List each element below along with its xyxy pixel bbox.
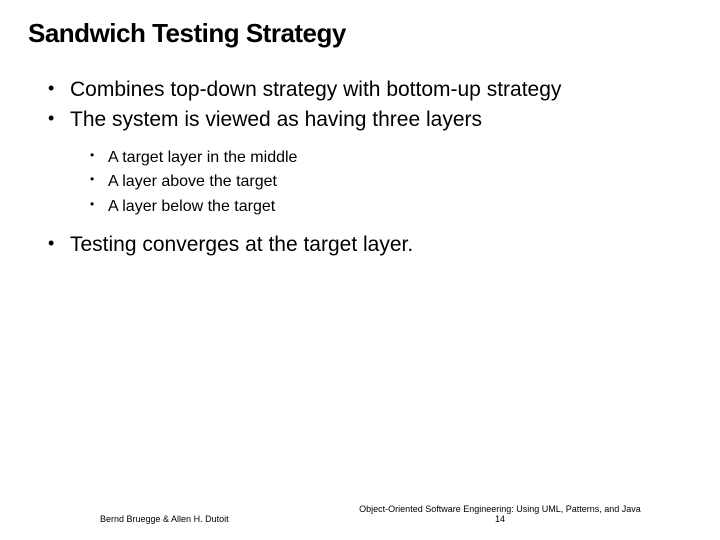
- bullet-text: Combines top-down strategy with bottom-u…: [70, 78, 561, 101]
- sub-bullet-item: A layer above the target: [90, 170, 692, 195]
- footer-authors: Bernd Bruegge & Allen H. Dutoit: [100, 514, 229, 524]
- sub-bullet-text: A target layer in the middle: [108, 149, 297, 166]
- bullet-item: The system is viewed as having three lay…: [48, 107, 692, 220]
- slide-title: Sandwich Testing Strategy: [28, 18, 692, 49]
- bullet-text: Testing converges at the target layer.: [70, 233, 413, 256]
- footer-book-wrap: Object-Oriented Software Engineering: Us…: [340, 504, 660, 524]
- bullet-item: Testing converges at the target layer.: [48, 232, 692, 258]
- bullet-item: Combines top-down strategy with bottom-u…: [48, 77, 692, 103]
- sub-bullet-item: A layer below the target: [90, 195, 692, 220]
- sub-bullet-text: A layer above the target: [108, 173, 277, 190]
- slide: Sandwich Testing Strategy Combines top-d…: [0, 0, 720, 540]
- bullet-text: The system is viewed as having three lay…: [70, 108, 482, 131]
- sub-bullet-text: A layer below the target: [108, 198, 275, 215]
- bullet-list: Combines top-down strategy with bottom-u…: [28, 77, 692, 258]
- sub-bullet-list: A target layer in the middle A layer abo…: [70, 146, 692, 220]
- footer-book: Object-Oriented Software Engineering: Us…: [359, 504, 641, 514]
- sub-bullet-item: A target layer in the middle: [90, 146, 692, 171]
- footer-page-number: 14: [340, 514, 660, 524]
